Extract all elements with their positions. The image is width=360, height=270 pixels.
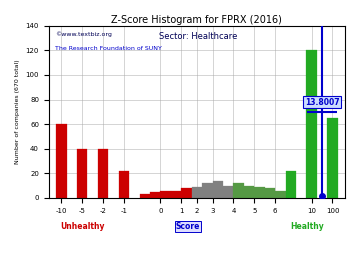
Y-axis label: Number of companies (670 total): Number of companies (670 total)	[15, 60, 20, 164]
Bar	[161, 191, 171, 198]
Bar	[98, 149, 108, 198]
Bar	[327, 118, 338, 198]
Text: The Research Foundation of SUNY: The Research Foundation of SUNY	[55, 46, 162, 52]
Bar	[150, 192, 161, 198]
Text: Healthy: Healthy	[291, 222, 324, 231]
Bar	[202, 183, 212, 198]
Bar	[56, 124, 67, 198]
Bar	[119, 171, 129, 198]
Bar	[254, 187, 265, 198]
Bar	[77, 149, 87, 198]
Bar	[223, 186, 233, 198]
Bar	[306, 50, 317, 198]
Bar	[181, 188, 192, 198]
Bar	[140, 194, 150, 198]
Text: ©www.textbiz.org: ©www.textbiz.org	[55, 31, 112, 36]
Bar	[233, 183, 244, 198]
Bar	[212, 181, 223, 198]
Text: 13.8007: 13.8007	[305, 97, 339, 107]
Bar	[192, 187, 202, 198]
Text: Score: Score	[176, 222, 200, 231]
Text: Unhealthy: Unhealthy	[60, 222, 105, 231]
Title: Z-Score Histogram for FPRX (2016): Z-Score Histogram for FPRX (2016)	[112, 15, 282, 25]
Bar	[265, 188, 275, 198]
Text: Sector: Healthcare: Sector: Healthcare	[159, 32, 237, 41]
Bar	[171, 191, 181, 198]
Bar	[275, 191, 285, 198]
Bar	[244, 186, 254, 198]
Bar	[285, 171, 296, 198]
